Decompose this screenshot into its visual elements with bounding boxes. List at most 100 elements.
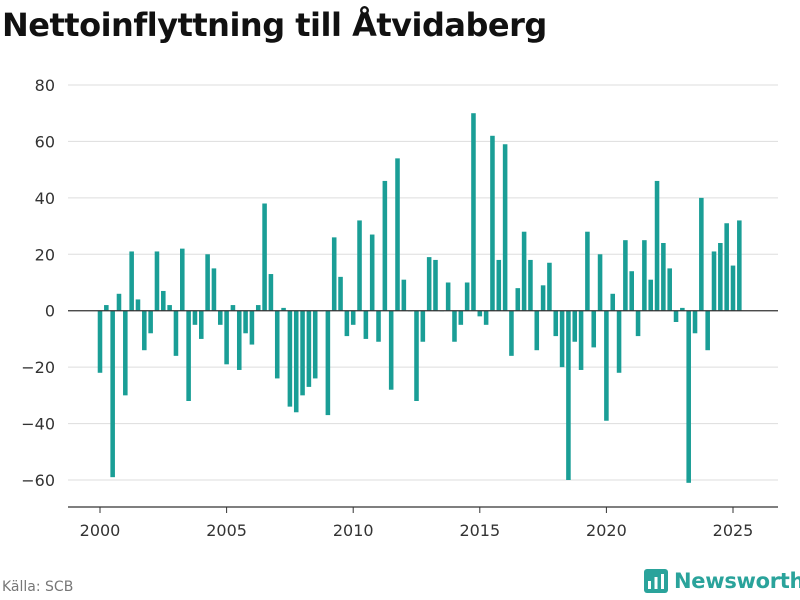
- bar: [268, 274, 274, 311]
- chart-title: Nettoinflyttning till Åtvidaberg: [2, 6, 547, 44]
- grid-lines: [68, 84, 778, 481]
- bar: [401, 279, 407, 311]
- bar-chart: 80 60 40 20 0 −20 −40 −60 2000 2005 2010 2015 2020 20…: [21, 76, 778, 540]
- bar: [312, 310, 318, 379]
- bar: [426, 257, 432, 311]
- bar: [515, 288, 521, 311]
- bars: [97, 113, 742, 483]
- bar: [205, 254, 210, 311]
- bar: [135, 299, 141, 311]
- y-tick-label: −60: [21, 471, 55, 490]
- bar: [528, 259, 533, 311]
- bar: [110, 310, 115, 478]
- bar: [395, 158, 400, 311]
- bar: [559, 310, 565, 368]
- bar: [369, 234, 375, 311]
- x-tick-label: 2010: [333, 521, 374, 540]
- y-tick-label: 40: [35, 189, 55, 208]
- bar: [211, 268, 217, 311]
- bar: [483, 310, 489, 325]
- x-tick-label: 2025: [713, 521, 754, 540]
- bar: [610, 293, 616, 311]
- bar: [654, 180, 660, 311]
- bar: [363, 310, 369, 339]
- bar: [123, 310, 128, 396]
- bar: [388, 310, 394, 390]
- bar: [578, 310, 584, 370]
- bar: [224, 310, 229, 365]
- bar: [724, 223, 729, 311]
- x-tick-label: 2000: [80, 521, 121, 540]
- bar: [161, 290, 166, 311]
- bar: [667, 268, 672, 311]
- bar: [673, 310, 679, 322]
- y-tick-label: 20: [35, 245, 55, 264]
- bar: [452, 310, 457, 342]
- bar: [230, 305, 236, 311]
- x-tick-label: 2015: [459, 521, 500, 540]
- bar: [737, 220, 742, 311]
- bar: [433, 259, 438, 311]
- brand-name: Newsworthy: [674, 569, 800, 593]
- bar: [699, 197, 704, 311]
- bar: [173, 310, 179, 356]
- x-tick-label: 2020: [586, 521, 627, 540]
- bar: [104, 305, 109, 311]
- bar: [553, 310, 559, 337]
- bar: [338, 276, 343, 311]
- bar: [547, 262, 552, 311]
- bar: [534, 310, 540, 351]
- bar: [414, 310, 419, 401]
- bar: [623, 240, 628, 311]
- bar: [521, 231, 527, 311]
- bar: [357, 220, 362, 311]
- bar: [350, 310, 356, 325]
- y-tick-label: 0: [45, 302, 55, 321]
- bar: [502, 144, 508, 311]
- bar: [730, 265, 736, 311]
- bar: [300, 310, 305, 396]
- x-tick-label: 2005: [206, 521, 247, 540]
- bar: [154, 251, 160, 311]
- bar: [477, 310, 483, 317]
- bar: [635, 310, 641, 337]
- bar: [642, 240, 647, 311]
- bar: [287, 310, 293, 407]
- bar: [236, 310, 242, 370]
- bar: [661, 243, 666, 311]
- bar: [458, 310, 464, 325]
- bar: [281, 307, 286, 311]
- bar: [572, 310, 578, 342]
- bar: [129, 251, 134, 311]
- bar: [616, 310, 622, 373]
- bar: [306, 310, 312, 387]
- bar: [382, 180, 388, 311]
- bar: [509, 310, 514, 356]
- bar: [585, 231, 590, 311]
- bar: [445, 282, 451, 311]
- source-label: Källa: SCB: [2, 579, 74, 595]
- bar: [604, 310, 609, 421]
- bar: [262, 203, 267, 311]
- bar: [142, 310, 147, 351]
- y-tick-label: −20: [21, 358, 55, 377]
- bar-chart-logo-icon: [644, 569, 668, 593]
- bar: [249, 310, 255, 345]
- y-tick-label: −40: [21, 415, 55, 434]
- bar: [471, 113, 476, 311]
- bar: [540, 285, 546, 311]
- bar: [331, 237, 337, 311]
- axes: 80 60 40 20 0 −20 −40 −60 2000 2005 2010 2015 2020 20…: [21, 76, 778, 540]
- bar: [255, 305, 261, 311]
- bar: [148, 310, 153, 334]
- bar: [420, 310, 426, 342]
- bar: [648, 279, 653, 311]
- bar: [180, 248, 185, 311]
- bar: [629, 271, 634, 311]
- bar: [490, 135, 495, 311]
- bar: [597, 254, 603, 311]
- bar: [496, 259, 502, 311]
- bar: [686, 310, 691, 483]
- bar: [680, 307, 685, 311]
- bar: [464, 282, 470, 311]
